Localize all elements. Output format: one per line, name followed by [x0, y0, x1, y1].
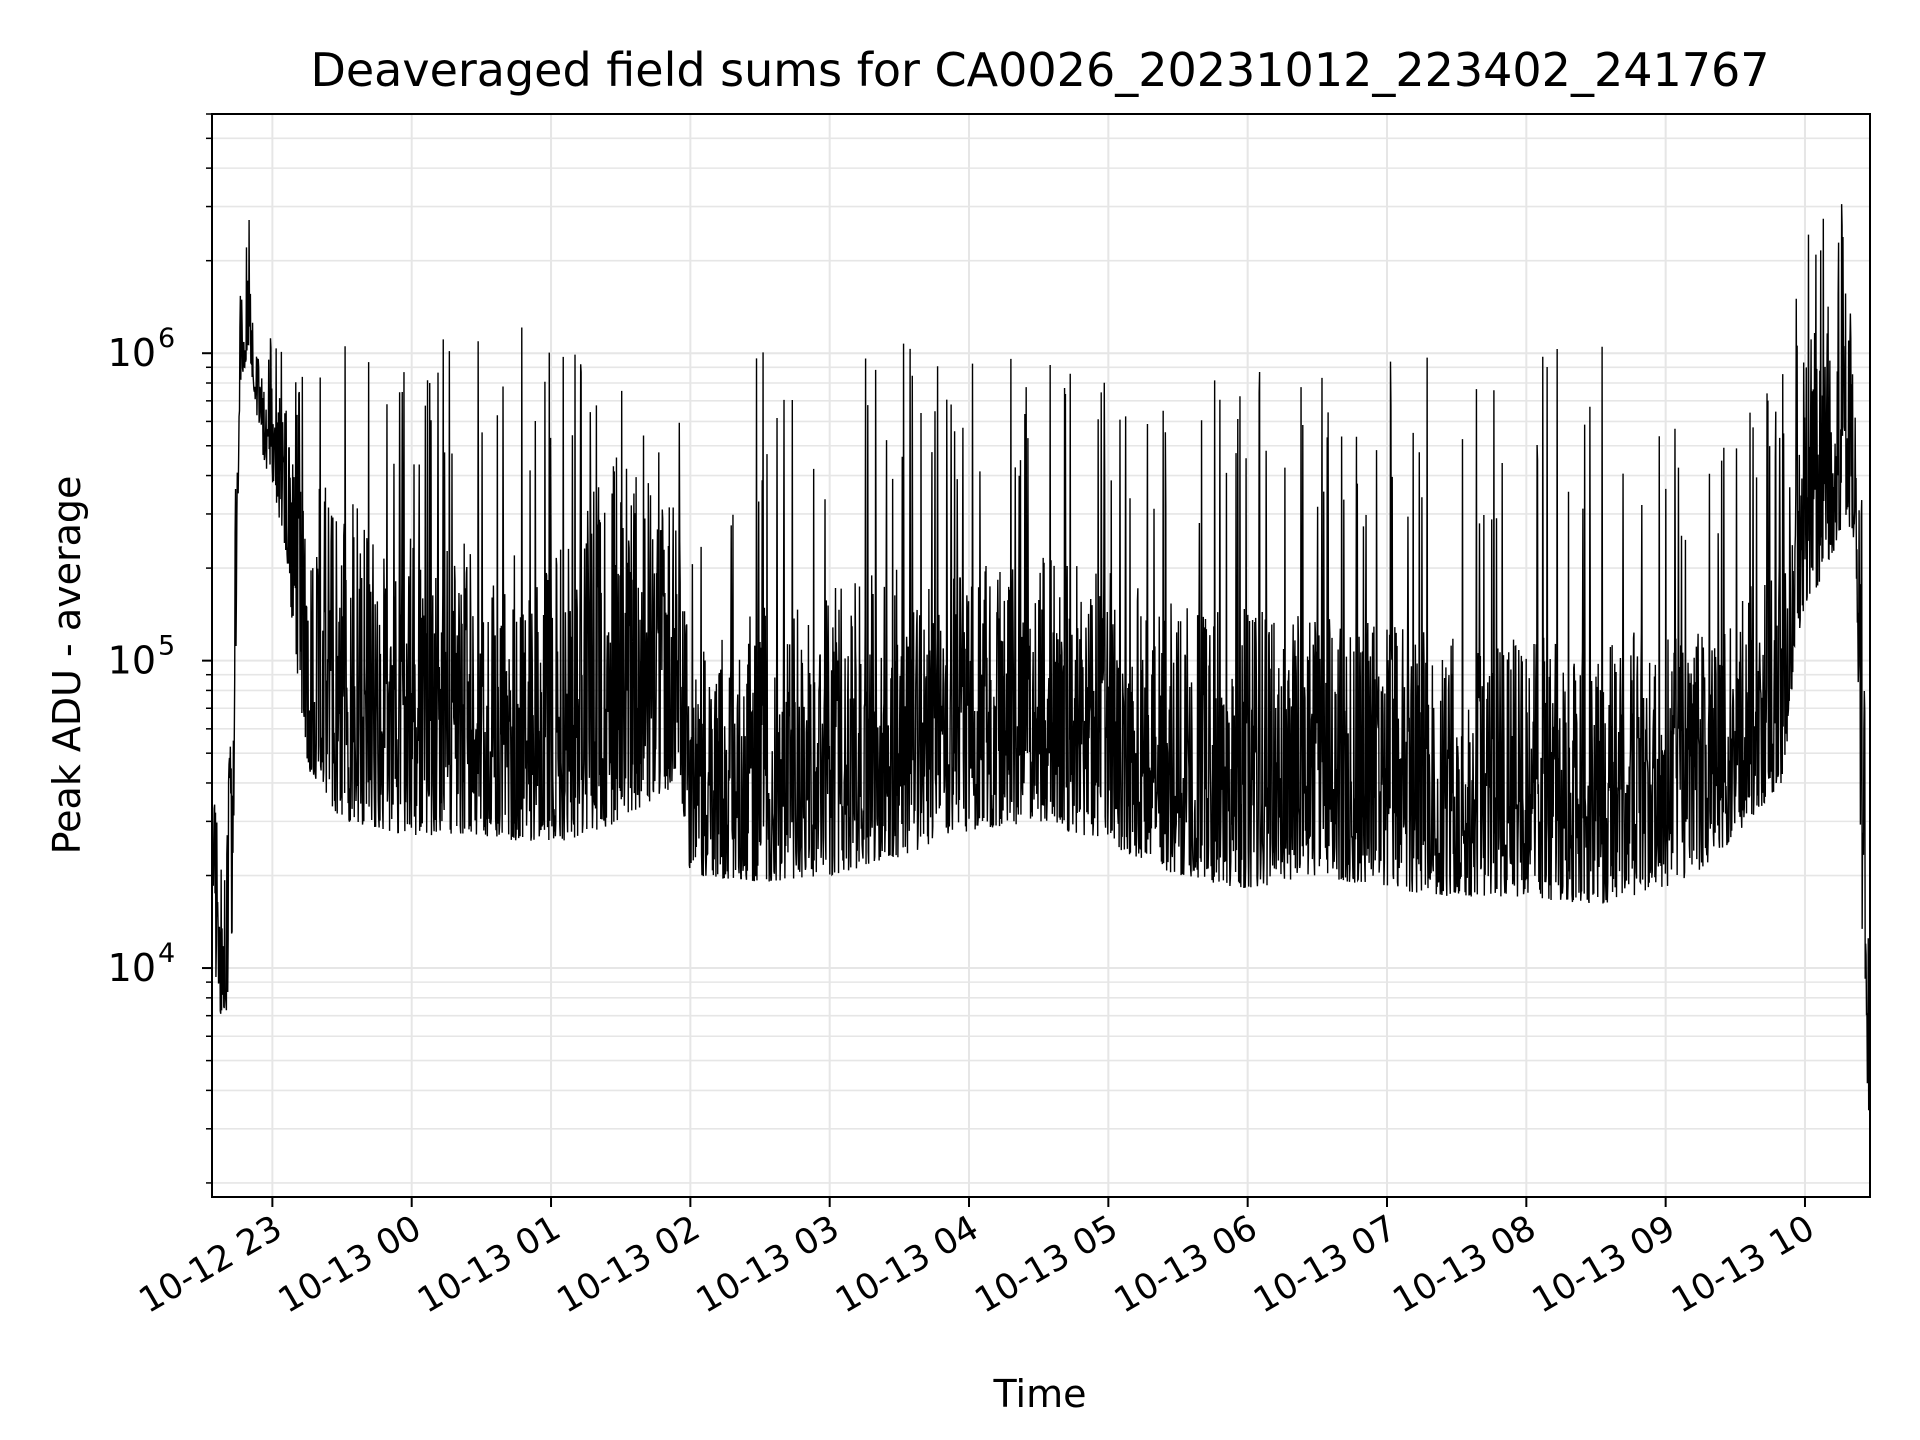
y-tick-exponent: 4 — [158, 938, 175, 969]
y-tick-exponent: 5 — [158, 631, 175, 662]
x-axis-label: Time — [993, 1372, 1087, 1416]
plot-frame — [211, 113, 1871, 1198]
data-layer — [211, 204, 1871, 1129]
y-tick-label: 10 — [108, 331, 156, 375]
y-tick-label: 10 — [108, 946, 156, 990]
y-tick-exponent: 6 — [158, 323, 175, 354]
chart-title: Deaveraged field sums for CA0026_2023101… — [310, 43, 1769, 97]
series-line — [211, 204, 1871, 1129]
y-axis-label: Peak ADU - average — [45, 476, 89, 855]
y-tick-label: 10 — [108, 639, 156, 683]
